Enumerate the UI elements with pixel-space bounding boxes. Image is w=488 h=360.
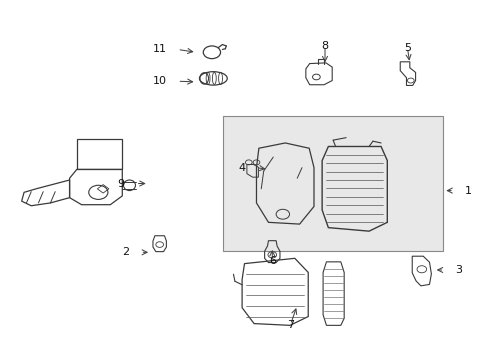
Text: 10: 10 [152, 76, 166, 86]
Text: 6: 6 [268, 256, 275, 266]
FancyBboxPatch shape [223, 117, 443, 251]
Text: 3: 3 [454, 265, 462, 275]
Bar [77, 139, 122, 170]
Text: 8: 8 [321, 41, 328, 51]
Text: 11: 11 [152, 45, 166, 54]
Text: 7: 7 [286, 320, 293, 330]
Text: 5: 5 [403, 43, 410, 53]
Text: 9: 9 [117, 179, 124, 189]
Text: 1: 1 [464, 186, 471, 195]
Text: 2: 2 [122, 247, 129, 257]
Text: 4: 4 [238, 163, 245, 173]
